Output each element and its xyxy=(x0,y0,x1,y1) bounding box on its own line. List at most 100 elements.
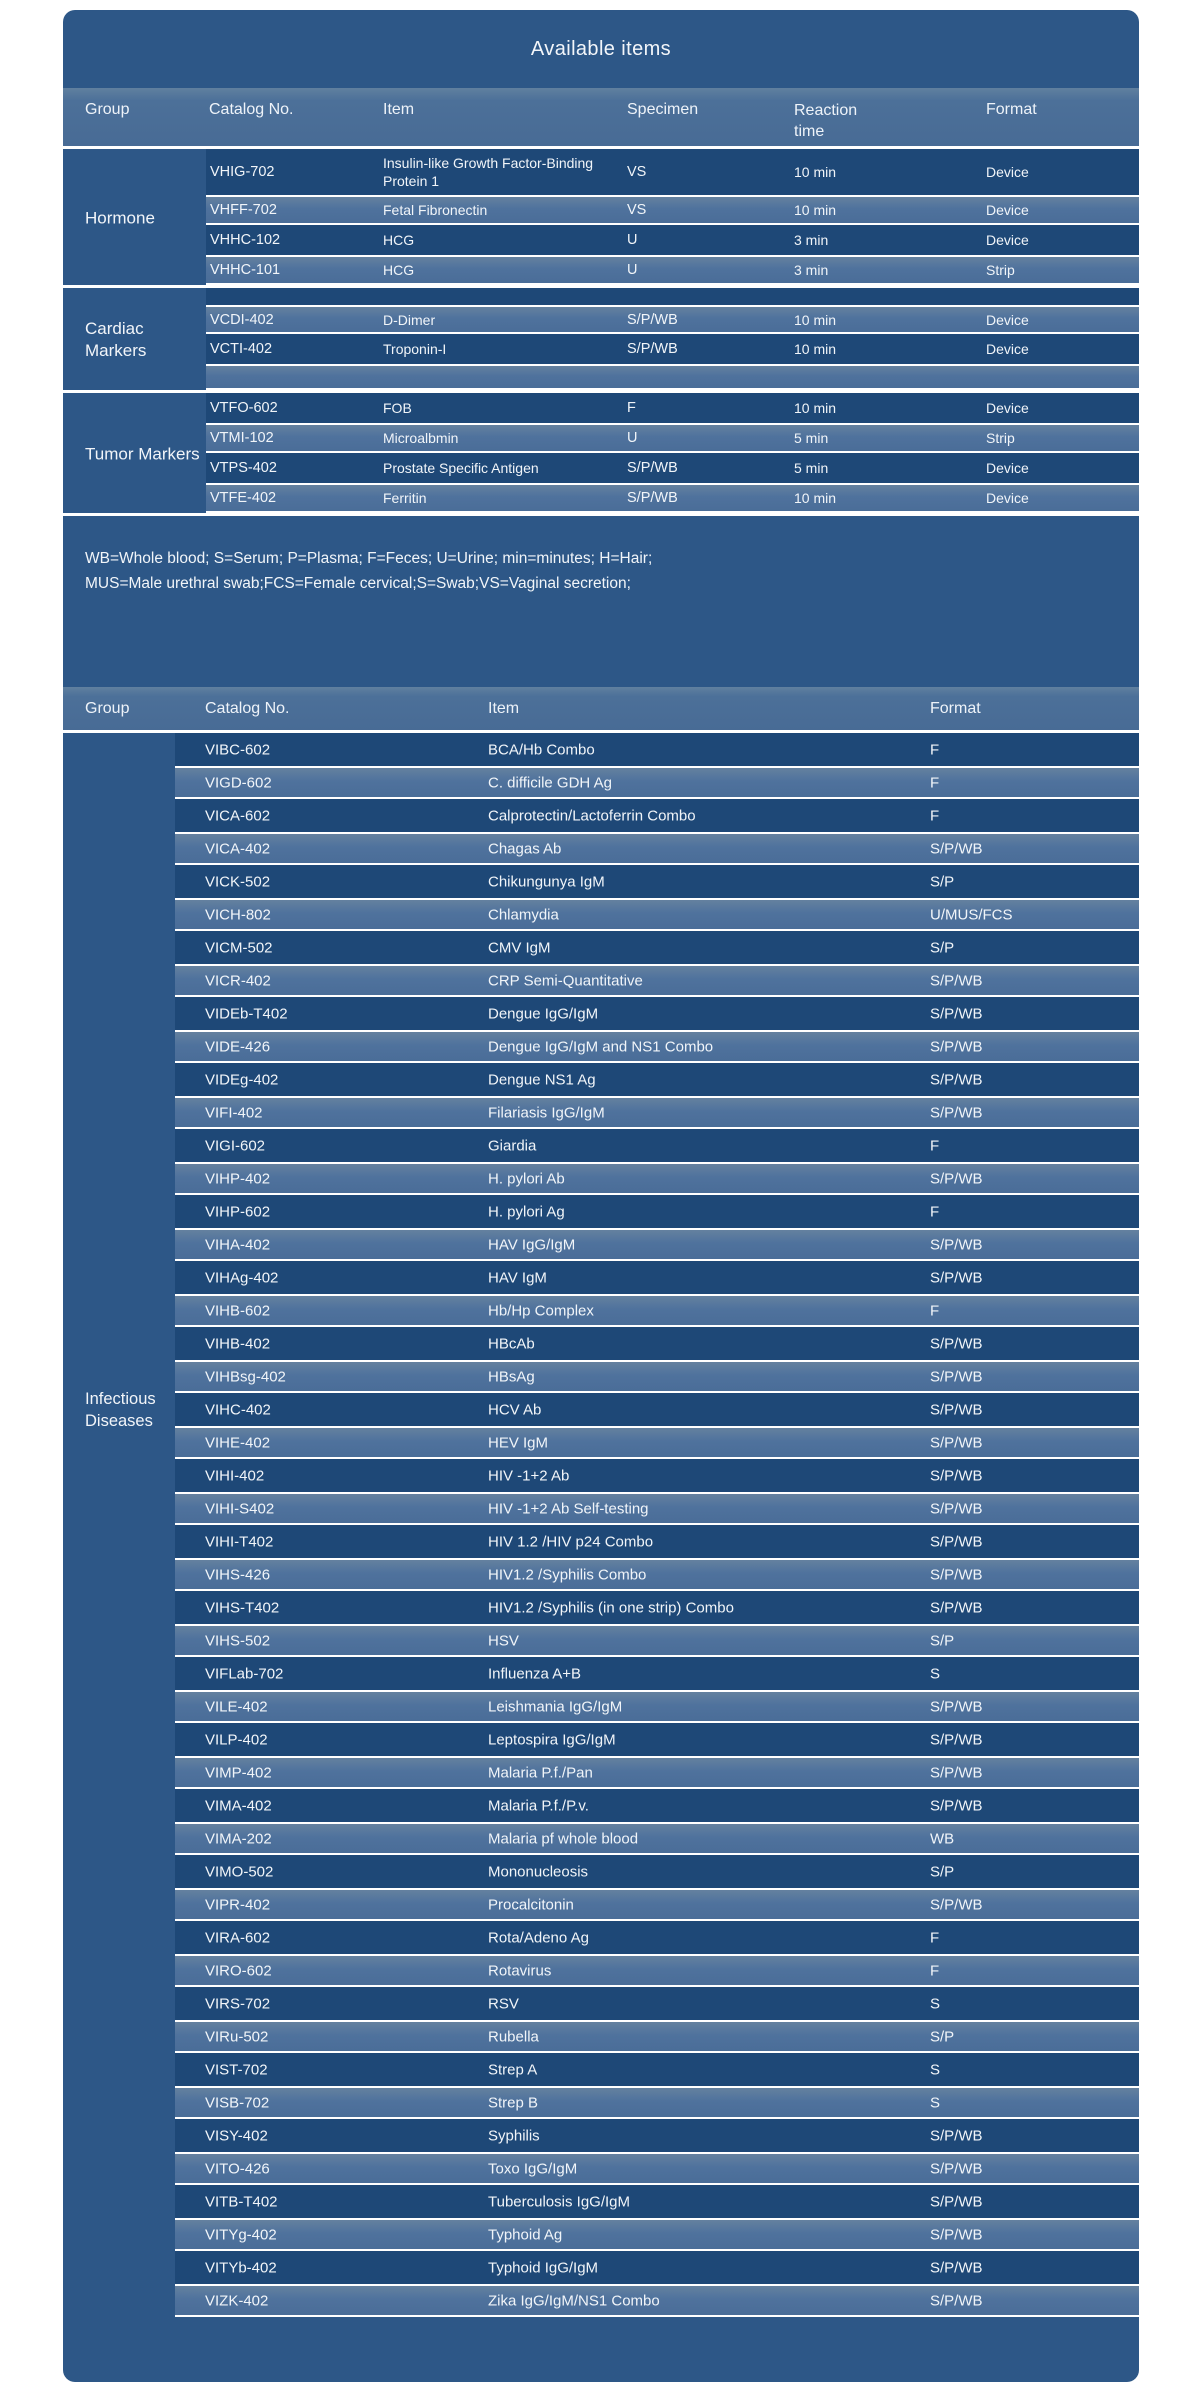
legend-line-2: MUS=Male urethral swab;FCS=Female cervic… xyxy=(85,575,631,593)
section-divider xyxy=(63,513,1139,516)
catalog-cell: VISB-702 xyxy=(205,2094,270,2111)
header-divider xyxy=(63,146,1139,149)
catalog-cell: VTFO-602 xyxy=(210,400,278,416)
catalog-cell: VIFLab-702 xyxy=(205,1665,284,1682)
item-cell: Strep B xyxy=(488,2094,539,2111)
format-cell: Device xyxy=(986,490,1029,506)
table-row: VIPR-402 Procalcitonin S/P/WB xyxy=(175,1888,1139,1921)
item-cell: Ferritin xyxy=(383,489,427,506)
reaction-time-cell: 10 min xyxy=(794,341,837,357)
table-row: VIGI-602 Giardia F xyxy=(175,1129,1139,1162)
section-rows: VTFO-602 FOB F 10 min Device VTMI-102 Mi… xyxy=(63,393,1139,513)
table-row: VTMI-102 Microalbmin U 5 min Strip xyxy=(206,423,1139,453)
format-cell: S/P/WB xyxy=(930,1434,983,1451)
catalog-cell: VIHB-402 xyxy=(205,1335,271,1352)
format-cell: S/P/WB xyxy=(930,972,983,989)
item-cell: Hb/Hp Complex xyxy=(488,1302,594,1319)
item-cell: Chagas Ab xyxy=(488,840,562,857)
catalog-cell: VIGD-602 xyxy=(205,774,272,791)
table-row: VIHA-402 HAV IgG/IgM S/P/WB xyxy=(175,1228,1139,1261)
item-cell: Procalcitonin xyxy=(488,1896,574,1913)
table-row: VICA-402 Chagas Ab S/P/WB xyxy=(175,832,1139,865)
table-row xyxy=(206,364,1139,390)
format-cell: F xyxy=(930,1137,940,1154)
item-cell: HIV -1+2 Ab Self-testing xyxy=(488,1500,649,1517)
table1-header-reaction-time: Reaction time xyxy=(794,102,858,140)
catalog-cell: VIHB-602 xyxy=(205,1302,271,1319)
legend-line-1: WB=Whole blood; S=Serum; P=Plasma; F=Fec… xyxy=(85,550,653,567)
table-row: VIRu-502 Rubella S/P xyxy=(175,2020,1139,2053)
table-row: VIHI-S402 HIV -1+2 Ab Self-testing S/P/W… xyxy=(175,1492,1139,1525)
table-row: VIST-702 Strep A S xyxy=(175,2053,1139,2086)
catalog-cell: VITB-T402 xyxy=(205,2193,278,2210)
catalog-cell: VIRS-702 xyxy=(205,1995,271,2012)
reaction-time-cell: 5 min xyxy=(794,430,829,446)
format-cell: S/P/WB xyxy=(930,1764,983,1781)
specimen-cell: U xyxy=(627,262,638,278)
table1-header-format: Format xyxy=(986,101,1037,118)
table2-body: Infectious Diseases VIBC-602 BCA/Hb Comb… xyxy=(63,733,1139,2317)
catalog-cell: VHFF-702 xyxy=(210,202,277,218)
catalog-cell: VIST-702 xyxy=(205,2061,268,2078)
table-row: VIHC-402 HCV Ab S/P/WB xyxy=(175,1393,1139,1426)
format-cell: S/P/WB xyxy=(930,1335,983,1352)
catalog-cell: VITYb-402 xyxy=(205,2259,277,2276)
item-cell: Syphilis xyxy=(488,2127,540,2144)
catalog-cell: VICA-402 xyxy=(205,840,271,857)
item-cell: Typhoid IgG/IgM xyxy=(488,2259,599,2276)
format-cell: S/P/WB xyxy=(930,2292,983,2309)
catalog-panel: Available items Group Catalog No. Item S… xyxy=(63,10,1139,2382)
reaction-time-cell: 3 min xyxy=(794,232,829,248)
catalog-cell: VCTI-402 xyxy=(210,341,273,357)
table-row: VIHB-402 HBcAb S/P/WB xyxy=(175,1327,1139,1360)
catalog-cell: VIBC-602 xyxy=(205,741,271,758)
table-row: VILE-402 Leishmania IgG/IgM S/P/WB xyxy=(175,1690,1139,1723)
item-cell: Malaria pf whole blood xyxy=(488,1830,639,1847)
catalog-cell: VIHE-402 xyxy=(205,1434,271,1451)
format-cell: S/P/WB xyxy=(930,1797,983,1814)
format-cell: S/P/WB xyxy=(930,1500,983,1517)
specimen-cell: S/P/WB xyxy=(627,311,678,328)
item-cell: Influenza A+B xyxy=(488,1665,581,1682)
table-row: VIDEg-402 Dengue NS1 Ag S/P/WB xyxy=(175,1063,1139,1096)
item-cell: CRP Semi-Quantitative xyxy=(488,972,643,989)
item-cell: HCV Ab xyxy=(488,1401,542,1418)
table-row: VIRS-702 RSV S xyxy=(175,1987,1139,2020)
format-cell: Device xyxy=(986,460,1029,476)
catalog-cell: VIMA-202 xyxy=(205,1830,272,1847)
format-cell: Strip xyxy=(986,430,1015,446)
format-cell: S/P xyxy=(930,2028,955,2045)
table-row xyxy=(206,288,1139,305)
format-cell: S/P/WB xyxy=(930,2193,983,2210)
table2-header-format: Format xyxy=(930,699,981,717)
table-row: VIMA-202 Malaria pf whole blood WB xyxy=(175,1822,1139,1855)
item-cell: Rotavirus xyxy=(488,1962,552,1979)
format-cell: S xyxy=(930,2061,941,2078)
table2-header-item: Item xyxy=(488,699,520,717)
catalog-cell: VIMA-402 xyxy=(205,1797,272,1814)
table-row: VITB-T402 Tuberculosis IgG/IgM S/P/WB xyxy=(175,2185,1139,2218)
format-cell: S/P/WB xyxy=(930,1599,983,1616)
item-cell: Rubella xyxy=(488,2028,539,2045)
group-label: Tumor Markers xyxy=(85,444,200,464)
catalog-cell: VIDEb-T402 xyxy=(205,1005,288,1022)
specimen-cell: U xyxy=(627,232,638,248)
catalog-cell: VICR-402 xyxy=(205,972,271,989)
table-row: VIRO-602 Rotavirus F xyxy=(175,1954,1139,1987)
format-cell: F xyxy=(930,1203,940,1220)
item-cell: Dengue IgG/IgM and NS1 Combo xyxy=(488,1038,714,1055)
table-row: VIMA-402 Malaria P.f./P.v. S/P/WB xyxy=(175,1789,1139,1822)
format-cell: S/P/WB xyxy=(930,1170,983,1187)
table-row: VIFI-402 Filariasis IgG/IgM S/P/WB xyxy=(175,1096,1139,1129)
item-cell: D-Dimer xyxy=(383,311,436,328)
item-cell: HIV1.2 /Syphilis (in one strip) Combo xyxy=(488,1599,734,1616)
item-cell: HEV IgM xyxy=(488,1434,549,1451)
item-cell: RSV xyxy=(488,1995,519,2012)
catalog-cell: VIHS-T402 xyxy=(205,1599,280,1616)
catalog-cell: VISY-402 xyxy=(205,2127,268,2144)
item-cell: HBsAg xyxy=(488,1368,535,1385)
item-cell: Giardia xyxy=(488,1137,537,1154)
catalog-cell: VIHI-T402 xyxy=(205,1533,274,1550)
table-section: Cardiac Markers VCDI-402 D-Dimer S/P/WB … xyxy=(63,288,1139,393)
catalog-cell: VIHBsg-402 xyxy=(205,1368,286,1385)
